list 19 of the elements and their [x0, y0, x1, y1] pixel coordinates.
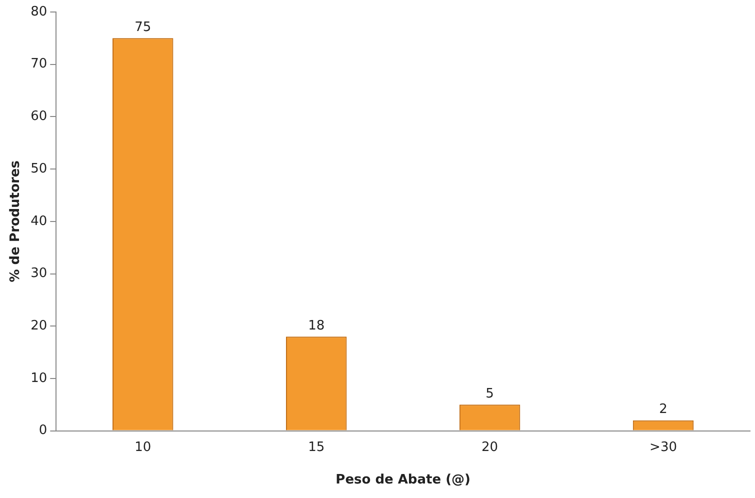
x-axis-title: Peso de Abate (@): [336, 472, 470, 488]
data-label: 75: [134, 20, 152, 36]
data-label: 18: [308, 318, 325, 334]
x-tick-label: 15: [308, 440, 325, 455]
y-tick-label: 60: [30, 109, 48, 124]
y-tick-label: 0: [38, 423, 48, 438]
y-tick-label: 30: [30, 266, 48, 282]
x-tick-label: 20: [482, 440, 498, 455]
x-tick-label: >30: [650, 440, 677, 455]
y-tick-label: 10: [30, 370, 48, 386]
y-tick-label: 80: [30, 4, 48, 20]
y-tick-label: 50: [30, 161, 48, 176]
y-axis-title: % de Produtores: [8, 160, 24, 282]
data-label: 2: [659, 402, 668, 418]
y-tick-label: 20: [30, 318, 48, 334]
data-label: 5: [486, 386, 494, 402]
x-tick-label: 10: [134, 440, 152, 455]
y-tick-label: 40: [30, 214, 48, 229]
y-tick-label: 70: [30, 56, 48, 72]
